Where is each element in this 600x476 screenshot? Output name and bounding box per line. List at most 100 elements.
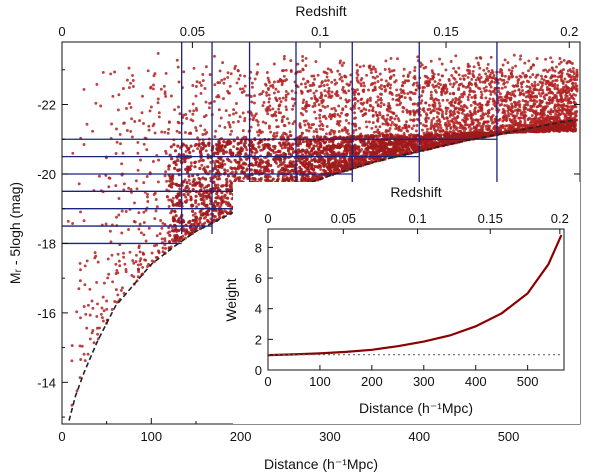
galaxy-point bbox=[521, 99, 525, 102]
galaxy-point bbox=[390, 121, 394, 124]
galaxy-point bbox=[163, 174, 167, 178]
galaxy-point bbox=[137, 227, 141, 231]
galaxy-point bbox=[477, 73, 481, 77]
galaxy-point bbox=[524, 95, 528, 99]
galaxy-point bbox=[218, 124, 222, 128]
galaxy-point bbox=[262, 101, 266, 104]
galaxy-point bbox=[153, 244, 156, 248]
galaxy-point bbox=[133, 120, 137, 123]
galaxy-point bbox=[177, 204, 182, 208]
galaxy-point bbox=[122, 188, 126, 192]
galaxy-point bbox=[521, 71, 525, 75]
galaxy-point bbox=[553, 94, 557, 97]
galaxy-point bbox=[228, 191, 232, 195]
galaxy-point bbox=[261, 104, 265, 108]
galaxy-point bbox=[500, 74, 504, 77]
galaxy-point bbox=[96, 260, 100, 264]
galaxy-point bbox=[538, 102, 542, 106]
galaxy-point bbox=[261, 90, 265, 93]
galaxy-point bbox=[160, 226, 164, 230]
galaxy-point bbox=[481, 80, 485, 84]
galaxy-point bbox=[291, 122, 295, 126]
galaxy-point bbox=[265, 93, 269, 97]
galaxy-point bbox=[387, 129, 391, 133]
galaxy-point bbox=[432, 106, 436, 110]
galaxy-point bbox=[154, 198, 158, 201]
galaxy-point bbox=[420, 94, 423, 98]
galaxy-point bbox=[507, 112, 511, 115]
galaxy-point bbox=[124, 270, 128, 274]
galaxy-point bbox=[314, 97, 317, 101]
galaxy-point bbox=[282, 74, 286, 78]
galaxy-point bbox=[323, 105, 327, 109]
galaxy-point bbox=[517, 100, 521, 103]
galaxy-point bbox=[521, 89, 524, 93]
galaxy-point bbox=[166, 131, 170, 135]
galaxy-point bbox=[413, 102, 417, 106]
galaxy-point bbox=[216, 183, 220, 187]
galaxy-point bbox=[156, 97, 160, 101]
galaxy-point bbox=[127, 66, 131, 70]
galaxy-point bbox=[344, 105, 348, 108]
galaxy-point bbox=[144, 239, 148, 243]
galaxy-point bbox=[272, 131, 276, 135]
galaxy-point bbox=[336, 113, 340, 117]
galaxy-point bbox=[510, 102, 514, 106]
galaxy-point bbox=[509, 96, 513, 100]
galaxy-point bbox=[131, 85, 135, 88]
galaxy-point bbox=[274, 96, 278, 100]
galaxy-point bbox=[517, 124, 521, 127]
galaxy-point bbox=[310, 96, 314, 100]
galaxy-point bbox=[202, 115, 206, 119]
galaxy-point bbox=[269, 130, 273, 134]
galaxy-point bbox=[457, 73, 461, 77]
galaxy-point bbox=[264, 107, 268, 111]
galaxy-point bbox=[499, 68, 503, 71]
galaxy-point bbox=[304, 109, 308, 113]
galaxy-point bbox=[449, 60, 453, 63]
galaxy-point bbox=[164, 247, 168, 250]
galaxy-point bbox=[575, 89, 579, 93]
galaxy-point bbox=[285, 143, 289, 147]
galaxy-point bbox=[191, 84, 195, 87]
galaxy-point bbox=[340, 129, 344, 133]
galaxy-point bbox=[104, 173, 108, 177]
galaxy-point bbox=[401, 89, 405, 93]
galaxy-point bbox=[553, 82, 557, 86]
galaxy-point bbox=[470, 83, 474, 87]
galaxy-point bbox=[212, 99, 216, 103]
galaxy-point bbox=[571, 66, 575, 70]
galaxy-point bbox=[218, 216, 222, 220]
galaxy-point bbox=[528, 93, 532, 97]
galaxy-point bbox=[316, 73, 320, 77]
galaxy-point bbox=[467, 123, 471, 127]
galaxy-point bbox=[523, 74, 527, 78]
galaxy-point bbox=[466, 95, 470, 99]
galaxy-point bbox=[531, 91, 535, 95]
galaxy-point bbox=[164, 94, 168, 98]
galaxy-point bbox=[414, 129, 418, 133]
galaxy-point bbox=[322, 84, 326, 87]
galaxy-point bbox=[516, 81, 520, 85]
galaxy-point bbox=[340, 64, 344, 67]
galaxy-point bbox=[387, 109, 391, 113]
galaxy-point bbox=[503, 85, 507, 89]
galaxy-point bbox=[90, 299, 94, 303]
galaxy-point bbox=[523, 110, 527, 114]
galaxy-point bbox=[285, 108, 288, 112]
galaxy-point bbox=[375, 113, 379, 117]
galaxy-point bbox=[488, 89, 492, 93]
galaxy-point bbox=[437, 85, 441, 89]
galaxy-point bbox=[480, 103, 484, 107]
galaxy-point bbox=[437, 112, 441, 115]
galaxy-point bbox=[470, 95, 474, 99]
galaxy-point bbox=[83, 359, 87, 363]
galaxy-point bbox=[415, 124, 419, 127]
galaxy-point bbox=[549, 112, 553, 116]
galaxy-point bbox=[362, 64, 366, 68]
galaxy-point bbox=[387, 102, 391, 105]
galaxy-point bbox=[376, 116, 380, 120]
galaxy-point bbox=[291, 142, 295, 146]
galaxy-point bbox=[565, 91, 569, 95]
galaxy-point bbox=[550, 60, 554, 64]
